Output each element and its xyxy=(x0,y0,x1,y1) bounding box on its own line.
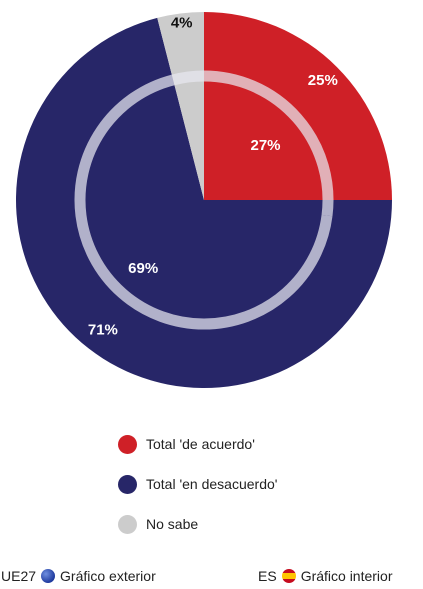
donut-chart: 25% 71% 4% 27% 69% xyxy=(15,12,392,389)
legend-swatch-desacuerdo xyxy=(118,474,137,494)
inner-ring-segment-no-sabe xyxy=(171,70,205,86)
inner-ring-region: ES xyxy=(258,568,277,584)
outer-label-desacuerdo: 71% xyxy=(88,321,118,338)
legend-label-acuerdo: Total 'de acuerdo' xyxy=(146,436,255,452)
eu-flag-icon xyxy=(41,569,56,583)
outer-slice-desacuerdo xyxy=(15,17,392,389)
legend-swatch-no-sabe xyxy=(118,514,137,534)
outer-slice-no-sabe xyxy=(157,12,204,200)
legend-label-desacuerdo: Total 'en desacuerdo' xyxy=(146,476,278,492)
inner-label-desacuerdo: 69% xyxy=(128,260,158,277)
outer-slice-acuerdo xyxy=(204,12,392,200)
outer-label-no-sabe: 4% xyxy=(171,14,193,31)
outer-ring-label: Gráfico exterior xyxy=(60,568,156,584)
inner-label-acuerdo: 27% xyxy=(250,137,280,154)
outer-ring-key: UE27 Gráfico exterior xyxy=(1,568,156,584)
legend-item-desacuerdo: Total 'en desacuerdo' xyxy=(118,464,277,504)
legend-item-acuerdo: Total 'de acuerdo' xyxy=(118,424,277,464)
inner-ring-label: Gráfico interior xyxy=(300,568,393,584)
inner-ring-segment-desacuerdo xyxy=(74,74,333,330)
spain-flag-icon xyxy=(281,569,296,583)
outer-ring-region: UE27 xyxy=(1,568,37,584)
legend-swatch-acuerdo xyxy=(118,434,137,454)
legend-label-no-sabe: No sabe xyxy=(146,516,199,532)
outer-label-acuerdo: 25% xyxy=(308,72,338,89)
legend: Total 'de acuerdo' Total 'en desacuerdo'… xyxy=(118,424,277,544)
inner-ring-key: ES Gráfico interior xyxy=(258,568,393,584)
legend-item-no-sabe: No sabe xyxy=(118,504,277,544)
inner-ring-segment-acuerdo xyxy=(203,70,334,217)
ring-key: UE27 Gráfico exterior ES Gráfico interio… xyxy=(0,568,423,586)
